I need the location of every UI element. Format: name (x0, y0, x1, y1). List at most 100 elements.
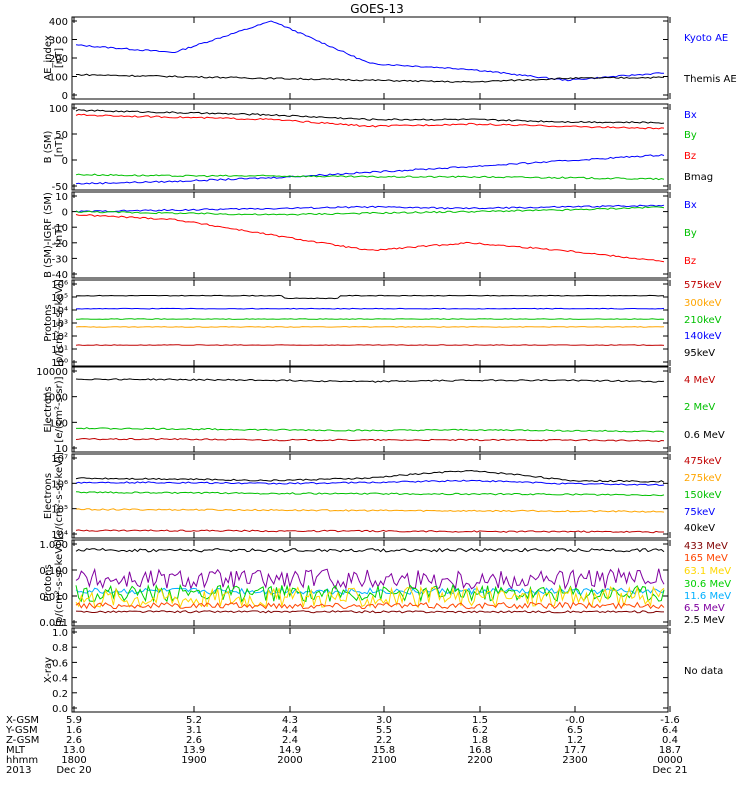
y-axis-label: [e/(cm²-s-sr-keV)] (54, 452, 65, 540)
x-axis-value: 2.6 (186, 735, 202, 746)
x-axis-value: 6.2 (472, 725, 488, 736)
x-axis-value: 2100 (371, 755, 396, 766)
x-axis-value: 1.5 (472, 715, 488, 726)
x-axis-value: 2000 (277, 755, 302, 766)
y-axis-label: B (SM)-IGRF (SM) (43, 192, 54, 278)
panel-protons_low: 10⁶ 10⁵ 10⁴ 10³ 10² 10¹ 10⁰ Protons [p/(cm²-s-sr… (43, 279, 722, 369)
legend-entry: 2.5 MeV (684, 615, 725, 626)
y-tick-label: 10⁵ (51, 505, 68, 516)
panel-protons_high: 1.000 0.100 0.010 0.001 Protons [p/(cm²-s-sr-… (39, 539, 731, 629)
series-electrons_high-4-mev (75, 437, 665, 443)
series-protons-high-trace (75, 585, 665, 609)
x-axis-value: 3.0 (376, 715, 392, 726)
x-axis-value: 18.7 (659, 745, 681, 756)
series-ae-kyoto-ae (75, 20, 664, 82)
y-tick-label: 10³ (51, 319, 68, 330)
legend-entry: 475keV (684, 456, 722, 467)
x-axis-value: 2.2 (376, 735, 392, 746)
series-bsm-bx (75, 154, 665, 185)
x-axis-value: 4.4 (282, 725, 298, 736)
legend-entry: 95keV (684, 348, 715, 359)
x-axis-value: Dec 20 (56, 765, 91, 776)
x-axis-value: 2.4 (282, 735, 298, 746)
x-axis-row-label: Z-GSM (6, 735, 39, 746)
x-axis-value: 2300 (562, 755, 587, 766)
x-axis-row-label: Y-GSM (5, 725, 38, 736)
series-protons-high-trace (75, 610, 664, 614)
x-axis-value: 14.9 (279, 745, 301, 756)
series-protons-low-trace (75, 326, 665, 328)
y-tick-label: 200 (49, 54, 68, 65)
series-protons-low-trace (75, 294, 665, 300)
y-axis-label: [nT] (54, 137, 65, 157)
y-axis-label: [e/(cm²-s-sr)] (54, 376, 65, 442)
x-axis-value: 6.5 (567, 725, 583, 736)
panel-ae: 400 300 200 100 0 AE_index [nT] Kyoto AE Themis … (43, 16, 737, 102)
x-axis-value: 1.2 (567, 735, 583, 746)
x-axis-row-label: hhmm (6, 755, 38, 766)
y-tick-label: 50 (55, 130, 68, 141)
series-electrons_high-2-mev (76, 427, 665, 433)
y-tick-label: 10000 (36, 367, 68, 378)
x-axis-value: Dec 21 (652, 765, 687, 776)
y-tick-label: 100 (49, 418, 68, 429)
x-axis-value: 5.2 (186, 715, 202, 726)
panel-frame (71, 16, 669, 100)
y-tick-label: 0.001 (39, 618, 68, 629)
x-axis-value: -1.6 (660, 715, 680, 726)
legend-entry: 0.6 MeV (684, 430, 725, 441)
legend-entry: 40keV (684, 523, 715, 534)
y-axis-label: Protons (43, 564, 54, 601)
y-tick-label: 10⁷ (51, 454, 68, 465)
x-axis-value: 5.9 (66, 715, 82, 726)
y-tick-label: 1.0 (52, 628, 68, 639)
legend-entry: Kyoto AE (684, 33, 728, 44)
y-tick-label: 0.100 (39, 566, 68, 577)
series-electrons_high-0.6-mev (75, 378, 665, 383)
legend-entry: 30.6 MeV (684, 579, 731, 590)
legend-entry: 300keV (684, 298, 722, 309)
y-tick-label: 10 (55, 192, 68, 203)
y-tick-label: 100 (49, 73, 68, 84)
x-axis-value: 0.4 (662, 735, 678, 746)
series-protons-high-trace (75, 601, 665, 610)
y-tick-label: 10⁴ (51, 306, 68, 317)
y-tick-label: -30 (52, 254, 68, 265)
x-axis-value: 16.8 (469, 745, 491, 756)
series-electrons_low-475kev (75, 529, 664, 534)
legend-entry: Bx (684, 200, 697, 211)
legend-entry: 6.5 MeV (684, 603, 725, 614)
y-axis-label: B (SM) (43, 130, 54, 163)
x-axis-row-label: 2013 (6, 765, 31, 776)
y-tick-label: 1.000 (39, 540, 68, 551)
legend-entry: 75keV (684, 507, 715, 518)
y-tick-label: 1000 (43, 393, 68, 404)
panel-electrons_low: 10⁷ 10⁶ 10⁵ 10⁴ Electrons [e/(cm²-s-sr-keV)] 4… (43, 452, 722, 541)
legend-entry: Bx (684, 110, 697, 121)
legend-entry: 4 MeV (684, 375, 715, 386)
panel-frame (71, 103, 669, 191)
panel-bsm: 100 50 0 -50 B (SM) [nT] Bx By Bz Bmag (43, 103, 713, 193)
y-tick-label: -10 (52, 223, 68, 234)
panel-frame (71, 453, 669, 539)
y-tick-label: -50 (52, 182, 68, 193)
y-tick-label: -40 (52, 270, 68, 281)
y-tick-label: 0.4 (52, 674, 68, 685)
y-tick-label: 10² (51, 332, 68, 343)
legend-entry: 11.6 MeV (684, 591, 731, 602)
legend-entry: 63.1 MeV (684, 566, 731, 577)
x-axis-value: -0.0 (565, 715, 585, 726)
x-axis-value: 5.5 (376, 725, 392, 736)
panel-frame (71, 539, 669, 627)
x-axis-value: 17.7 (564, 745, 586, 756)
legend-entry: No data (684, 666, 723, 677)
x-axis-row-label: MLT (6, 745, 26, 756)
y-axis-label: [p/(cm²-s-sr-keV)] (54, 539, 65, 627)
series-bigrf-by (75, 206, 665, 216)
legend-entry: 140keV (684, 331, 722, 342)
x-axis-value: 6.4 (662, 725, 678, 736)
series-bsm-bmag (75, 109, 665, 124)
legend-entry: Bz (684, 151, 696, 162)
panel-frame (71, 191, 669, 279)
